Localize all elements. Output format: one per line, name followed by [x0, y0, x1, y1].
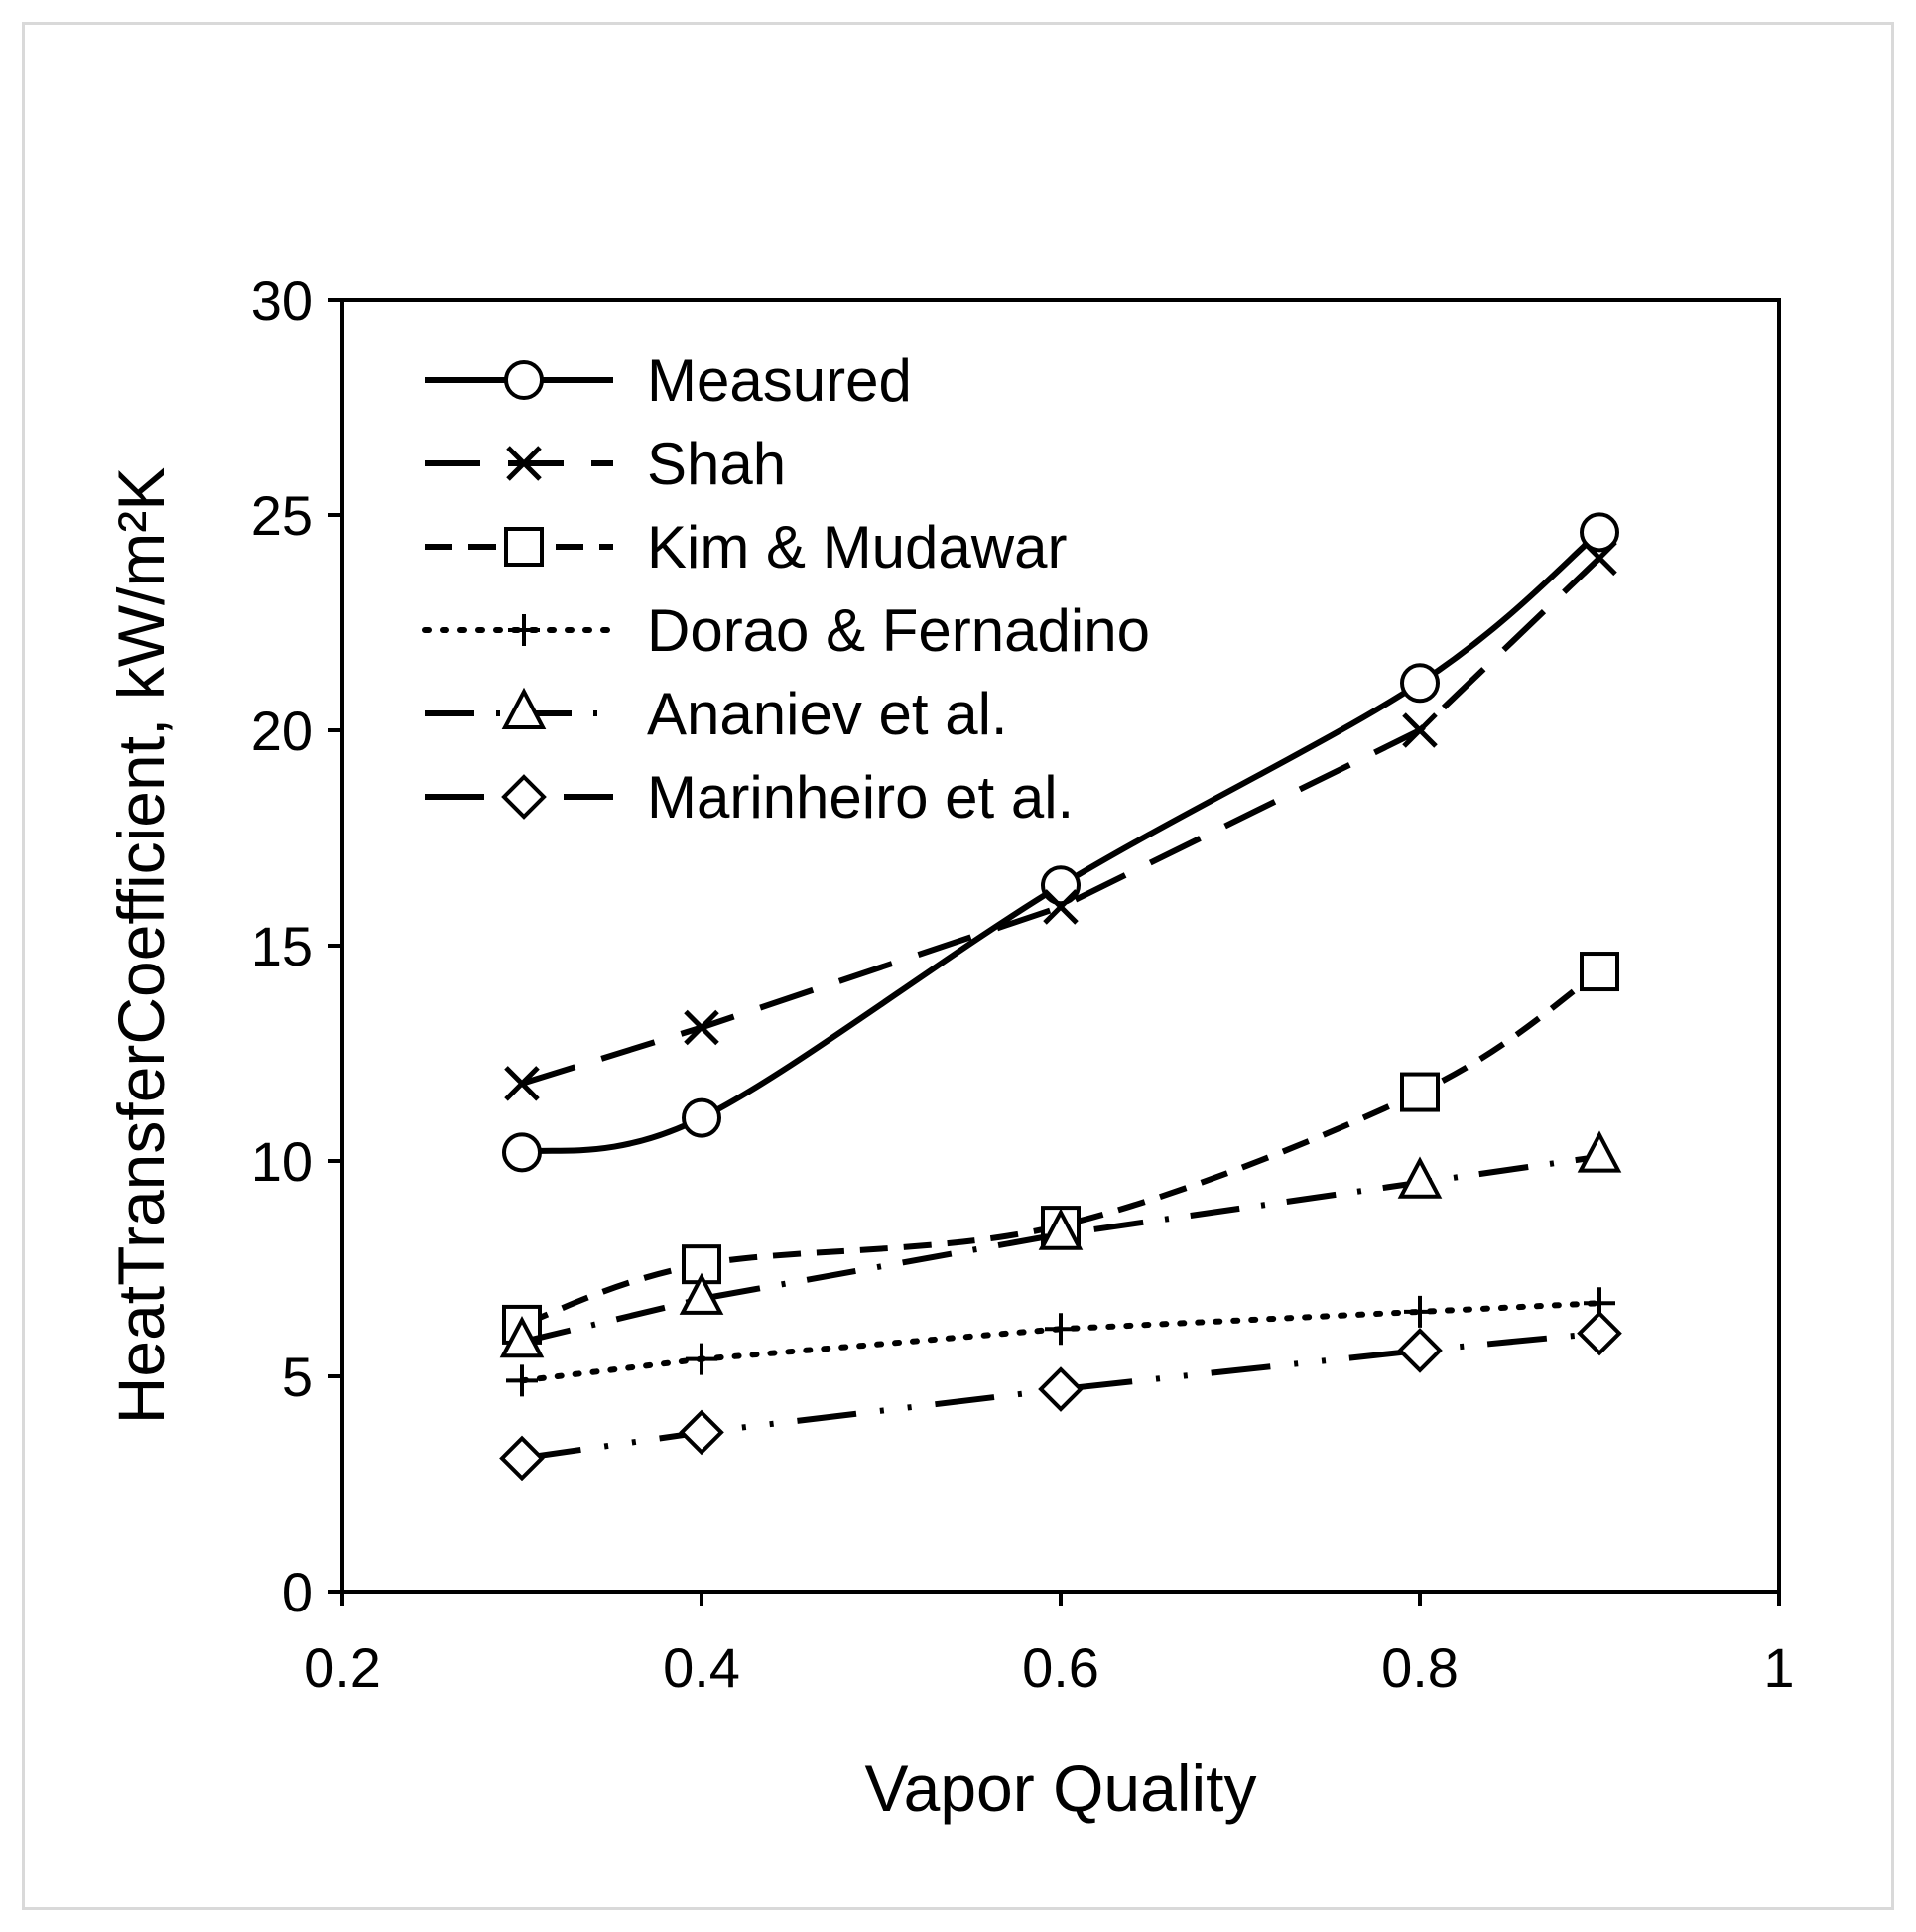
x-tick-label: 0.2 [304, 1636, 381, 1699]
data-point [682, 1097, 721, 1138]
series-layer [499, 512, 1622, 1481]
y-tick-label: 5 [282, 1346, 313, 1408]
legend-label: Shah [647, 431, 786, 497]
series-0 [502, 512, 1619, 1173]
legend-marker [501, 774, 547, 820]
legend-entry: Measured [425, 347, 912, 414]
data-point [1400, 663, 1440, 704]
legend-marker [504, 360, 544, 400]
y-axis-title: HeatTransferCoefficient, kW/m²K [104, 467, 178, 1425]
data-point [1038, 1366, 1084, 1412]
series-line [521, 968, 1601, 1328]
data-point [1397, 1156, 1443, 1199]
data-point [1404, 1295, 1436, 1328]
y-tick-label: 0 [282, 1561, 313, 1623]
data-point [679, 1409, 724, 1456]
data-point [1577, 1310, 1622, 1356]
legend-marker [501, 687, 547, 729]
series-line [521, 1153, 1600, 1346]
x-tick-label: 0.4 [663, 1636, 740, 1699]
legend-entry: Dorao & Fernadino [422, 597, 1150, 664]
legend-marker [508, 614, 540, 646]
data-point [686, 1343, 717, 1375]
y-tick-label: 15 [251, 915, 313, 977]
data-point [679, 1272, 724, 1315]
series-line [521, 556, 1602, 1087]
data-point [1577, 1130, 1622, 1173]
data-point [1045, 1313, 1077, 1346]
data-point [504, 1066, 540, 1101]
x-tick-label: 0.6 [1022, 1636, 1099, 1699]
legend-entry: Marinheiro et al. [425, 764, 1074, 831]
y-tick-label: 10 [251, 1130, 313, 1193]
data-point [1400, 1072, 1440, 1112]
series-4 [499, 1130, 1622, 1358]
data-point [506, 1364, 538, 1397]
legend: Measured Shah Kim & Mudawar Dorao & Fernadi… [422, 347, 1150, 831]
data-point [502, 1132, 542, 1173]
y-tick-label: 20 [251, 700, 313, 762]
y-tick-label: 25 [251, 484, 313, 547]
legend-label: Measured [647, 347, 912, 414]
data-point [1580, 952, 1619, 992]
legend-entry: Ananiev et al. [425, 681, 1008, 747]
data-point [1041, 865, 1081, 906]
data-point [1397, 1328, 1443, 1373]
legend-entry: Kim & Mudawar [425, 514, 1067, 580]
data-point [499, 1435, 545, 1481]
data-point [1402, 712, 1438, 748]
data-point [499, 1315, 545, 1358]
legend-label: Kim & Mudawar [647, 514, 1067, 580]
legend-label: Dorao & Fernadino [647, 597, 1150, 664]
data-point [684, 1009, 719, 1046]
x-tick-label: 1 [1763, 1636, 1794, 1699]
y-tick-label: 30 [251, 269, 313, 331]
x-tick-label: 0.8 [1381, 1636, 1459, 1699]
legend-entry: Shah [425, 431, 786, 497]
data-point [1582, 540, 1617, 577]
legend-marker [504, 527, 544, 567]
series-2 [502, 952, 1619, 1345]
data-point [1043, 889, 1079, 925]
data-point [1038, 1208, 1084, 1250]
legend-label: Ananiev et al. [647, 681, 1008, 747]
legend-label: Marinheiro et al. [647, 764, 1074, 831]
x-axis-title: Vapor Quality [865, 1751, 1257, 1825]
series-5 [499, 1310, 1622, 1481]
legend-marker [506, 446, 542, 481]
data-point [1580, 512, 1619, 553]
series-1 [504, 540, 1617, 1101]
